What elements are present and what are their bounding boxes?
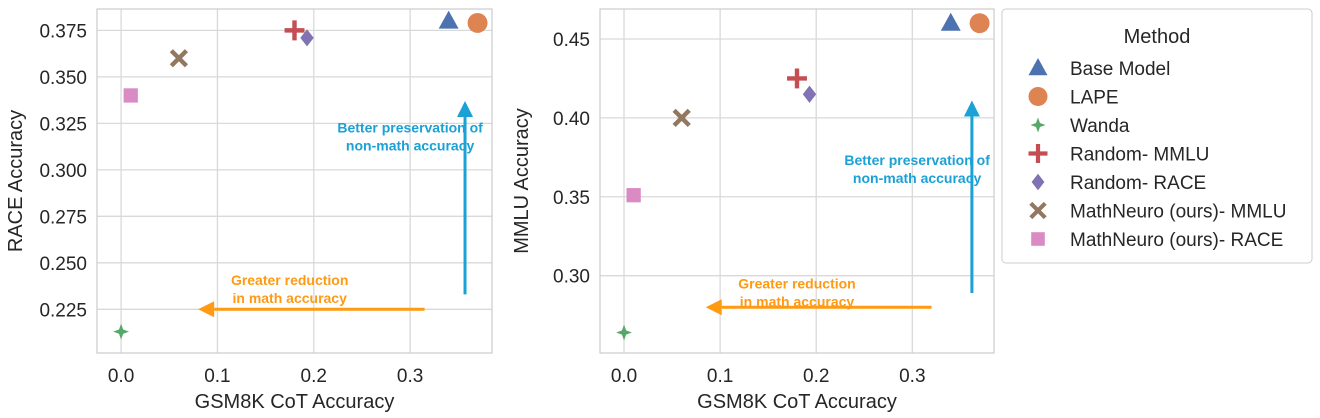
annotation-text: Greater reduction: [738, 275, 855, 291]
y-tick-label: 0.30: [553, 267, 590, 288]
point-random-race: [300, 29, 314, 47]
annotation-arrow-head: [198, 301, 215, 318]
plot-frame: [599, 8, 995, 354]
x-tick-label: 0.3: [397, 366, 423, 387]
annotation-text: Better preservation of: [844, 152, 990, 168]
y-tick-label: 0.375: [39, 21, 87, 42]
chart-panel-2: 0.0 0.1 0.2 0.3 0.30 0.35 0.40 0.45 GSM8K CoT Ac…: [511, 8, 995, 413]
point-wanda: [113, 323, 129, 340]
legend-label: MathNeuro (ours)- MMLU: [1070, 202, 1286, 223]
point-mathneuro-ours-mmlu: [672, 108, 691, 128]
legend-marker-base-model: [1028, 58, 1048, 76]
y-axis-label: MMLU Accuracy: [511, 108, 533, 254]
annotation-text: in math accuracy: [740, 293, 855, 309]
y-tick-label: 0.35: [553, 188, 590, 209]
annotation-text: Better preservation of: [337, 120, 483, 136]
point-lape: [969, 13, 990, 34]
legend-entry-lape: LAPE: [1028, 87, 1119, 109]
legend-marker-mathneuro-ours-mmlu: [1029, 201, 1047, 220]
point-mathneuro-ours-race: [626, 188, 641, 203]
x-axis-label: GSM8K CoT Accuracy: [697, 391, 897, 413]
point-mathneuro-ours-race: [123, 88, 138, 103]
point-random-mmlu: [284, 20, 305, 41]
annotation-2: Greater reduction in math accuracy: [198, 272, 425, 318]
y-tick-label: 0.325: [39, 114, 87, 135]
point-base-model: [438, 10, 459, 29]
legend-title: Method: [1124, 26, 1191, 48]
annotation-text: Greater reduction: [231, 272, 348, 288]
x-axis-label: GSM8K CoT Accuracy: [195, 391, 395, 413]
legend-label: MathNeuro (ours)- RACE: [1070, 230, 1283, 251]
point-mathneuro-ours-mmlu: [169, 49, 189, 68]
legend-label: Base Model: [1070, 59, 1170, 80]
annotation-1: Better preservation of non-math accuracy: [337, 101, 483, 295]
annotation-text: non-math accuracy: [853, 170, 982, 186]
x-tick-label: 0.1: [707, 366, 733, 387]
y-tick-label: 0.350: [39, 68, 87, 89]
x-tick-label: 0.0: [611, 366, 637, 387]
annotation-1: Better preservation of non-math accuracy: [844, 100, 990, 294]
annotation-arrow-head: [705, 299, 722, 316]
annotation-2: Greater reduction in math accuracy: [705, 275, 932, 316]
legend-items: Base Model LAPE Wanda Random- MMLU Random- R…: [1028, 58, 1286, 251]
legend-entry-mathneuro-ours-race: MathNeuro (ours)- RACE: [1031, 230, 1283, 251]
legend-marker-mathneuro-ours-race: [1031, 232, 1045, 246]
point-base-model: [940, 12, 961, 31]
legend-label: Wanda: [1070, 116, 1130, 137]
y-tick-label: 0.275: [39, 207, 87, 228]
charts: 0.0 0.1 0.2 0.3 0.225 0.250 0.275 0.300 0.325 0.3…: [5, 8, 995, 413]
legend-entry-base-model: Base Model: [1028, 58, 1170, 80]
legend-marker-random-mmlu: [1028, 144, 1048, 163]
y-tick-label: 0.250: [39, 254, 87, 275]
plot-area: [600, 9, 994, 353]
legend-label: Random- MMLU: [1070, 145, 1209, 166]
legend-marker-random-race: [1031, 173, 1045, 191]
y-tick-label: 0.300: [39, 161, 87, 182]
legend-entry-mathneuro-ours-mmlu: MathNeuro (ours)- MMLU: [1029, 201, 1286, 223]
legend-marker-wanda: [1030, 117, 1046, 133]
point-random-race: [802, 85, 817, 103]
x-tick-label: 0.2: [803, 366, 829, 387]
x-tick-label: 0.3: [899, 366, 925, 387]
annotation-text: non-math accuracy: [346, 138, 475, 154]
y-tick-label: 0.40: [553, 109, 590, 130]
plot-area: [97, 9, 492, 353]
y-axis-label: RACE Accuracy: [5, 110, 27, 252]
legend: Method Base Model LAPE Wanda Random- MMLU Ra…: [1001, 8, 1313, 264]
legend-entry-random-race: Random- RACE: [1031, 173, 1206, 194]
y-tick-label: 0.225: [39, 300, 87, 321]
y-tick-label: 0.45: [553, 30, 590, 51]
x-tick-label: 0.1: [204, 366, 230, 387]
annotation-text: in math accuracy: [232, 290, 347, 306]
point-lape: [467, 12, 488, 33]
annotation-arrow-head: [457, 101, 474, 118]
x-tick-label: 0.0: [108, 366, 134, 387]
point-random-mmlu: [787, 68, 807, 89]
legend-entry-random-mmlu: Random- MMLU: [1028, 144, 1209, 166]
point-wanda: [616, 324, 632, 341]
x-tick-label: 0.2: [301, 366, 327, 387]
legend-label: Random- RACE: [1070, 173, 1206, 194]
legend-entry-wanda: Wanda: [1030, 116, 1130, 137]
plot-frame: [96, 8, 493, 354]
legend-marker-lape: [1028, 87, 1048, 106]
legend-label: LAPE: [1070, 88, 1119, 109]
legend-frame: [1001, 8, 1313, 264]
annotation-arrow-head: [963, 100, 980, 117]
chart-panel-1: 0.0 0.1 0.2 0.3 0.225 0.250 0.275 0.300 0.325 0.3…: [5, 8, 493, 413]
